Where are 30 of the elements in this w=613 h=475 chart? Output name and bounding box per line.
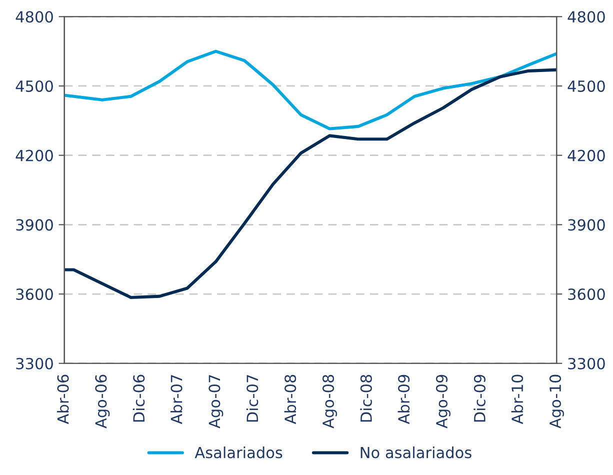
x-tick-label: Dic-07 xyxy=(246,375,258,422)
y-tick-label: 4500 xyxy=(16,80,53,92)
y-tick-label: 4800 xyxy=(16,11,53,23)
y2-tick-label: 3900 xyxy=(568,219,605,231)
x-tick-label: Ago-09 xyxy=(436,374,450,428)
x-tick-label: Ago-06 xyxy=(95,374,110,428)
line-series xyxy=(64,68,557,300)
y-tick-label: 3300 xyxy=(16,358,53,370)
y2-tick-label: 3300 xyxy=(568,358,605,370)
y-tick-label: 3600 xyxy=(16,288,53,300)
x-tick-label: Dic-06 xyxy=(132,374,145,422)
x-tick-label: Dic-09 xyxy=(474,374,486,422)
x-tick-label: Abr-09 xyxy=(398,374,410,424)
x-tick-label: Ago-08 xyxy=(322,374,337,428)
line-series xyxy=(64,50,557,130)
x-tick-label: Abr-08 xyxy=(284,374,296,424)
y2-tick-label: 4500 xyxy=(568,80,605,92)
legend-label: Asalariados xyxy=(194,446,282,458)
x-tick-label: Abr-06 xyxy=(56,374,69,424)
x-tick-label: Abr-07 xyxy=(170,375,182,424)
y2-tick-label: 4800 xyxy=(568,11,605,23)
x-tick-label: Dic-08 xyxy=(360,374,372,422)
legend-label: No asalariados xyxy=(360,446,472,458)
y-tick-label: 4200 xyxy=(16,150,53,162)
x-tick-label: Abr-10 xyxy=(511,374,524,424)
x-tick-label: Ago-10 xyxy=(549,374,564,428)
y2-tick-label: 3600 xyxy=(568,288,605,300)
x-tick-label: Ago-07 xyxy=(208,375,224,428)
y-tick-label: 3900 xyxy=(16,219,53,231)
y2-tick-label: 4200 xyxy=(568,150,605,162)
